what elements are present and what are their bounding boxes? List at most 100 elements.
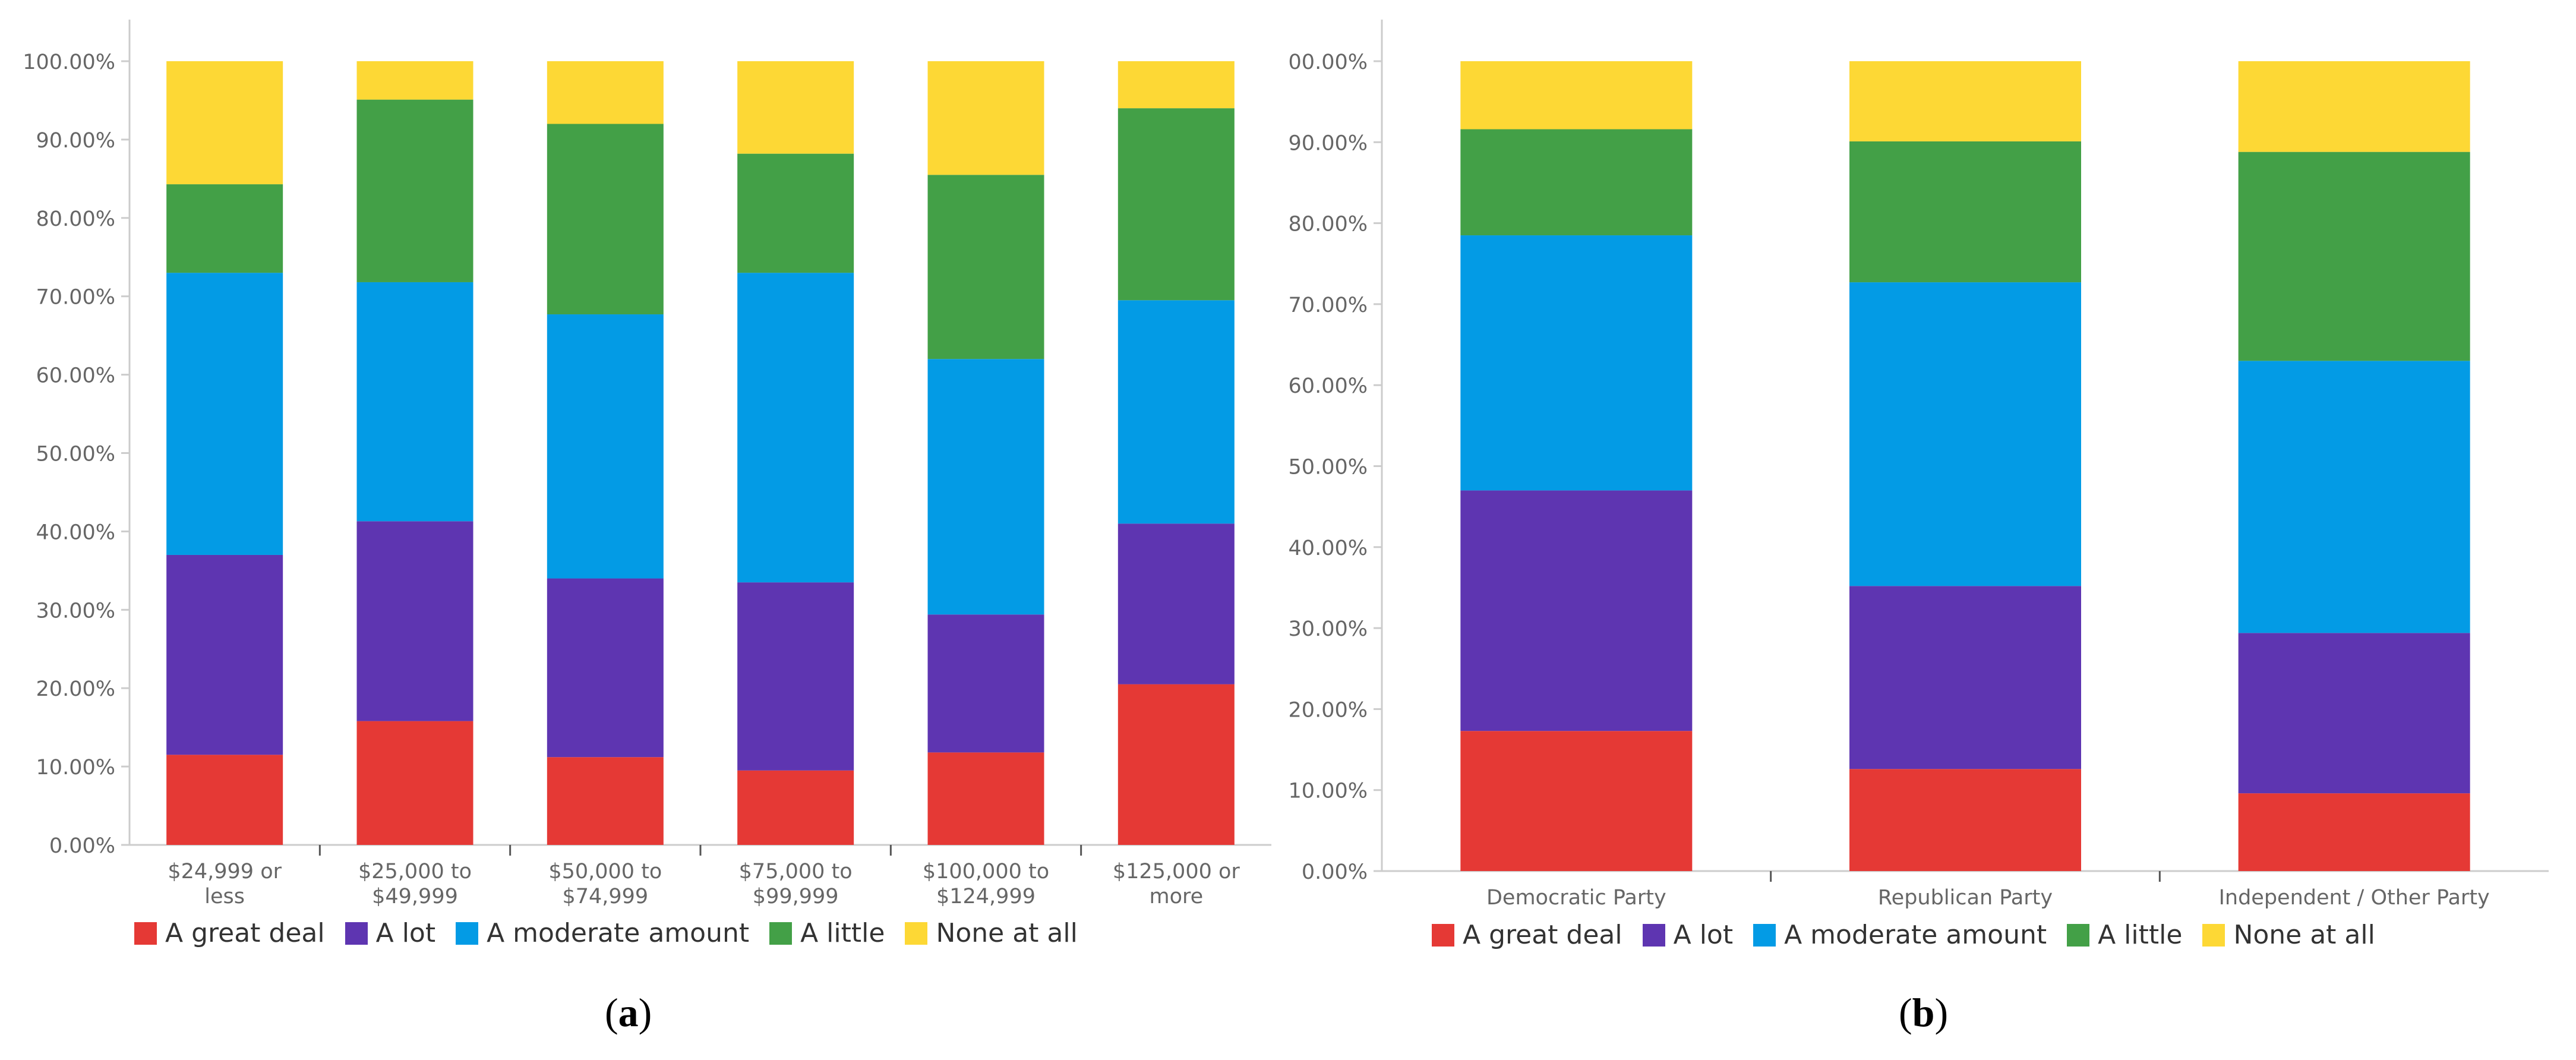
bar-segment-a-moderate-amount xyxy=(1117,300,1235,524)
bar-segment-a-lot xyxy=(547,578,664,758)
legend-label: A little xyxy=(2098,920,2183,950)
bar-segment-a-lot xyxy=(1460,490,1693,731)
bar-segment-a-lot xyxy=(927,614,1044,753)
x-category-label: $24,999 or xyxy=(168,860,282,884)
bar-segment-a-great-deal xyxy=(1460,731,1693,871)
y-tick-label: 50.00% xyxy=(36,443,115,466)
legend-swatch-icon xyxy=(134,922,157,945)
legend-item-great-deal: A great deal xyxy=(134,918,325,948)
legend-a: A great deal A lot A moderate amount A l… xyxy=(134,918,1098,948)
x-category-label: Independent / Other Party xyxy=(2219,886,2490,910)
x-category-label: $50,000 to xyxy=(548,860,662,884)
bar-segment-a-great-deal xyxy=(927,752,1044,845)
x-category-label: $100,000 to xyxy=(923,860,1049,884)
bar-segment-a-lot xyxy=(1117,523,1235,684)
legend-swatch-icon xyxy=(905,922,928,945)
bar-segment-a-lot xyxy=(166,554,283,755)
bar-segment-a-lot xyxy=(1849,586,2081,769)
bar-segment-none-at-all xyxy=(927,61,1044,175)
legend-label: A lot xyxy=(1673,920,1734,950)
stacked-bar-chart-a: 0.00% 10.00% 20.00% 30.00% 40.00% 50.00% 60.00… xyxy=(23,20,1271,908)
bar-segment-none-at-all xyxy=(1117,61,1235,109)
x-category-label: $25,000 to xyxy=(358,860,472,884)
legend-item-a-lot: A lot xyxy=(345,918,435,948)
y-tick-label: 60.00% xyxy=(36,364,115,388)
bar-segment-a-great-deal xyxy=(547,757,664,845)
bar-segment-a-little xyxy=(356,99,473,282)
legend-item-moderate: A moderate amount xyxy=(1753,920,2047,950)
y-tick-label: 100.00% xyxy=(1288,51,1368,74)
x-category-label: less xyxy=(204,885,245,908)
bar-segment-a-little xyxy=(547,124,664,315)
legend-item-none: None at all xyxy=(2202,920,2375,950)
bar-segment-a-lot xyxy=(2238,633,2470,794)
bar-segment-a-moderate-amount xyxy=(1460,235,1693,491)
bar-segment-a-great-deal xyxy=(166,755,283,845)
bar-segment-a-moderate-amount xyxy=(166,273,283,555)
bar-segment-a-lot xyxy=(737,582,854,771)
legend-swatch-icon xyxy=(1642,923,1665,947)
y-tick-label: 100.00% xyxy=(23,51,115,74)
legend-label: A little xyxy=(800,918,885,948)
legend-swatch-icon xyxy=(456,922,479,945)
bar-segment-a-little xyxy=(166,184,283,273)
bar-segment-a-moderate-amount xyxy=(356,282,473,522)
x-category-label: $99,999 xyxy=(753,885,839,908)
caption-b: (b) xyxy=(1899,990,1949,1035)
y-tick-label: 20.00% xyxy=(36,677,115,701)
x-category-label: $124,999 xyxy=(936,885,1036,908)
bar-segment-none-at-all xyxy=(1460,61,1693,130)
legend-item-moderate: A moderate amount xyxy=(456,918,749,948)
legend-item-a-little: A little xyxy=(2067,920,2182,950)
bar-segment-a-little xyxy=(2238,152,2470,361)
legend-swatch-icon xyxy=(345,922,368,945)
legend-item-none: None at all xyxy=(905,918,1078,948)
y-tick-label: 60.00% xyxy=(1289,374,1368,398)
bar-segment-a-great-deal xyxy=(1849,769,2081,871)
bar-segment-none-at-all xyxy=(547,61,664,124)
legend-swatch-icon xyxy=(2067,923,2090,947)
y-tick-label: 20.00% xyxy=(1289,698,1368,722)
y-tick-label: 80.00% xyxy=(36,207,115,231)
legend-item-a-lot: A lot xyxy=(1642,920,1734,950)
bar-segment-none-at-all xyxy=(166,61,283,185)
bar-segment-a-little xyxy=(1117,108,1235,301)
bar-segment-none-at-all xyxy=(356,61,473,100)
x-category-label: $74,999 xyxy=(562,885,648,908)
legend-item-great-deal: A great deal xyxy=(1432,920,1622,950)
x-category-label: $125,000 or xyxy=(1113,860,1240,884)
bar-segment-a-great-deal xyxy=(737,770,854,845)
legend-label: None at all xyxy=(936,918,1078,948)
bar-segment-a-moderate-amount xyxy=(547,314,664,579)
bar-segment-none-at-all xyxy=(1849,61,2081,141)
legend-swatch-icon xyxy=(1432,923,1454,947)
legend-label: None at all xyxy=(2233,920,2375,950)
chart-panel-b: 0.00% 10.00% 20.00% 30.00% 40.00% 50.00% 60.00… xyxy=(1288,0,2576,1060)
y-tick-label: 40.00% xyxy=(36,520,115,544)
y-tick-label: 40.00% xyxy=(1289,537,1368,560)
y-tick-label: 90.00% xyxy=(1289,131,1368,155)
legend-label: A moderate amount xyxy=(1784,920,2047,950)
legend-swatch-icon xyxy=(769,922,793,945)
y-tick-label: 70.00% xyxy=(1289,294,1368,317)
y-tick-label: 50.00% xyxy=(1289,456,1368,479)
legend-swatch-icon xyxy=(2202,923,2225,947)
x-category-label: $49,999 xyxy=(372,885,458,908)
y-tick-label: 0.00% xyxy=(49,834,115,858)
y-tick-label: 0.00% xyxy=(1302,860,1368,884)
bar-segment-a-moderate-amount xyxy=(1849,282,2081,586)
bar-segment-a-moderate-amount xyxy=(2238,361,2470,633)
legend-item-a-little: A little xyxy=(769,918,885,948)
bar-segment-a-little xyxy=(1849,141,2081,283)
y-tick-label: 30.00% xyxy=(1289,617,1368,641)
bar-segment-a-little xyxy=(1460,129,1693,236)
bar-segment-a-little xyxy=(927,175,1044,359)
legend-label: A moderate amount xyxy=(487,918,750,948)
chart-panel-a: 0.00% 10.00% 20.00% 30.00% 40.00% 50.00% 60.00… xyxy=(23,20,1271,1035)
stacked-bar-chart-b: 0.00% 10.00% 20.00% 30.00% 40.00% 50.00% 60.00… xyxy=(1288,20,2549,910)
legend-label: A great deal xyxy=(1463,920,1622,950)
bar-segment-a-great-deal xyxy=(1117,684,1235,845)
x-category-label: Republican Party xyxy=(1878,886,2053,910)
bar-segment-none-at-all xyxy=(2238,61,2470,152)
caption-a: (a) xyxy=(605,990,652,1035)
